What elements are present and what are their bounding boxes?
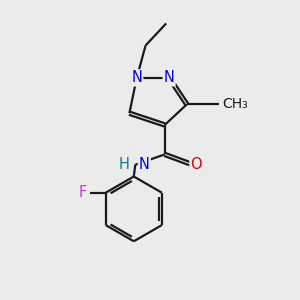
Text: N: N	[139, 157, 150, 172]
Text: N: N	[131, 70, 142, 86]
Text: N: N	[164, 70, 175, 86]
Text: CH₃: CH₃	[222, 97, 248, 111]
Text: H: H	[119, 157, 130, 172]
Text: F: F	[78, 185, 87, 200]
Text: O: O	[190, 157, 202, 172]
